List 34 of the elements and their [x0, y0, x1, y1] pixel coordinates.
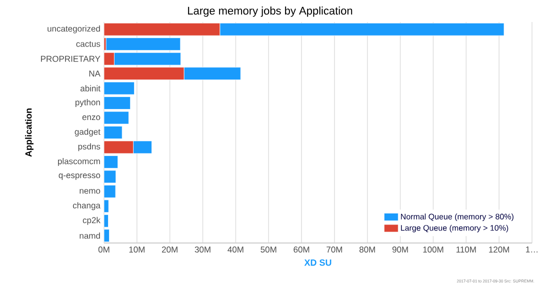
x-tick-label: 60M	[294, 246, 310, 253]
x-tick-label: 0M	[98, 246, 110, 253]
y-tick-label: abinit	[80, 85, 100, 92]
y-axis-title: Application	[25, 108, 34, 157]
y-tick-label: changa	[72, 202, 100, 210]
y-tick-label: enzo	[82, 115, 100, 120]
legend-label: Normal Queue (memory > 80%)	[401, 214, 514, 222]
y-tick-label: psdns	[78, 143, 100, 152]
x-tick-label: 110M	[456, 246, 476, 253]
y-tick-label: NA	[89, 70, 100, 76]
y-tick-label: cp2k	[82, 216, 100, 225]
x-tick-label: 120M	[489, 246, 510, 253]
y-tick-label: plascomcm	[58, 158, 100, 166]
y-tick-label: namd	[80, 232, 100, 239]
y-tick-label: python	[76, 99, 100, 107]
chart-title: Large memory jobs by Application	[188, 6, 352, 17]
x-tick-label: 40M	[228, 246, 244, 253]
x-axis-title: XD SU	[304, 259, 332, 266]
x-tick-label: 10M	[129, 246, 144, 253]
y-tick-label: q-espresso	[58, 174, 100, 180]
x-tick-label: 70M	[326, 246, 342, 253]
y-tick-label: cactus	[76, 41, 100, 47]
x-tick-label: 80M	[359, 246, 375, 253]
y-tick-label: nemo	[80, 189, 100, 194]
x-tick-label: 50M	[260, 246, 276, 253]
x-tick-label: 100M	[423, 246, 444, 253]
legend-label: Large Queue (memory > 10%)	[401, 224, 508, 232]
x-tick-label: 1…	[526, 246, 538, 252]
x-tick-label: 30M	[194, 246, 210, 253]
y-tick-label: gadget	[74, 128, 100, 136]
y-tick-label: PROPRIETARY	[41, 56, 100, 62]
x-tick-label: 20M	[162, 246, 178, 253]
x-tick-label: 90M	[392, 246, 408, 253]
y-tick-label: uncategorized	[48, 25, 100, 34]
